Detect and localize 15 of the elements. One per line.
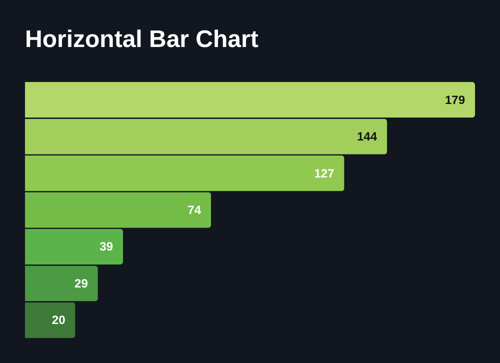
bar <box>25 302 76 338</box>
bar <box>25 192 212 228</box>
data-label: 127 <box>314 166 335 180</box>
data-label: 20 <box>52 313 66 328</box>
data-label: 29 <box>74 276 88 290</box>
bar <box>25 155 344 192</box>
data-label: 144 <box>356 130 378 144</box>
data-label: 39 <box>100 240 114 254</box>
bar <box>25 82 475 118</box>
bar <box>25 118 388 154</box>
bar <box>25 266 98 302</box>
data-label: 179 <box>444 92 466 107</box>
data-label: 74 <box>188 203 202 217</box>
bar <box>25 228 124 265</box>
chart-title: Horizontal Bar Chart <box>25 26 258 53</box>
